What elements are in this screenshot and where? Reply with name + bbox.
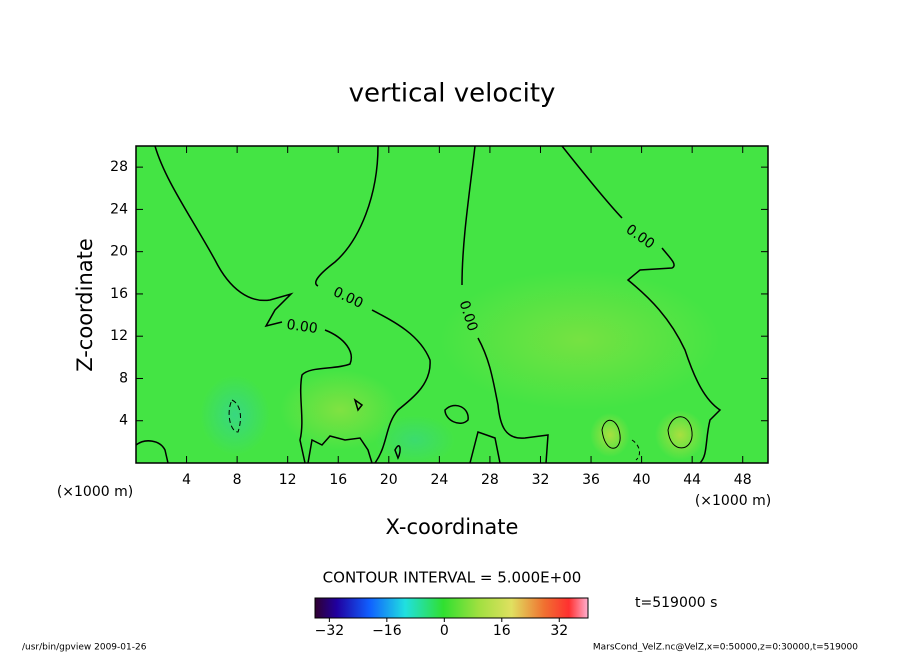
colorbar-tick-label: −32 [315,623,345,639]
y-unit: (×1000 m) [57,484,133,500]
contour-line [315,146,379,287]
footer-right: MarsCond_VelZ.nc@VelZ,x=0:50000,z=0:3000… [593,643,858,653]
field-blob [280,370,400,450]
y-tick-label: 16 [110,286,128,302]
contour-line [299,329,352,463]
colorbar-tick-label: 0 [440,623,449,639]
x-tick-label: 32 [532,472,550,488]
y-tick-label: 12 [110,328,128,344]
y-axis-label: Z-coordinate [73,238,97,372]
contour-interval: CONTOUR INTERVAL = 5.000E+00 [323,569,582,587]
plot-frame [135,145,769,464]
x-tick-label: 28 [481,472,499,488]
contour-line [136,440,169,463]
colorbar-tick-label: 16 [493,623,511,639]
x-tick-label: 44 [683,472,701,488]
contour-line [601,420,621,449]
field [136,146,768,463]
footer-left: /usr/bin/gpview 2009-01-26 [22,643,147,653]
field-blob [200,375,270,455]
contour-line [307,435,373,463]
contour-line [371,309,431,463]
colorbar [314,597,589,619]
x-tick-label: 16 [329,472,347,488]
contour-line [469,431,501,463]
y-tick-label: 28 [110,159,128,175]
contour-line [444,404,469,424]
contour-line [626,247,722,463]
x-tick-label: 8 [233,472,242,488]
x-tick-label: 24 [430,472,448,488]
contour-line [394,445,401,460]
y-tick-label: 20 [110,244,128,260]
x-tick-label: 36 [582,472,600,488]
contour-line [561,146,623,219]
y-tick-label: 4 [119,413,128,429]
contour-line [154,146,294,328]
contour-line-negative [228,399,241,433]
x-tick-label: 12 [279,472,297,488]
time-label: t=519000 s [635,595,717,611]
x-axis-label: X-coordinate [386,515,519,539]
contour-line [461,146,476,286]
field-blob [655,410,705,460]
contour-line [667,416,693,449]
contour-line [477,337,549,463]
y-tick-label: 24 [110,201,128,217]
x-tick-label: 48 [734,472,752,488]
contour-line [353,398,364,412]
colorbar-tick-label: −16 [372,623,402,639]
chart-title: vertical velocity [349,79,556,109]
colorbar-tick-label: 32 [550,623,568,639]
field-blob [375,415,455,463]
x-tick-label: 20 [380,472,398,488]
contour-label: 0.00 [285,317,318,337]
x-unit: (×1000 m) [695,493,771,509]
x-tick-label: 40 [633,472,651,488]
field-blob [440,270,720,410]
contour-line-negative [631,439,640,461]
x-tick-label: 4 [182,472,191,488]
contour-lines [136,146,722,463]
field-blob [590,413,630,457]
y-tick-label: 8 [119,370,128,386]
